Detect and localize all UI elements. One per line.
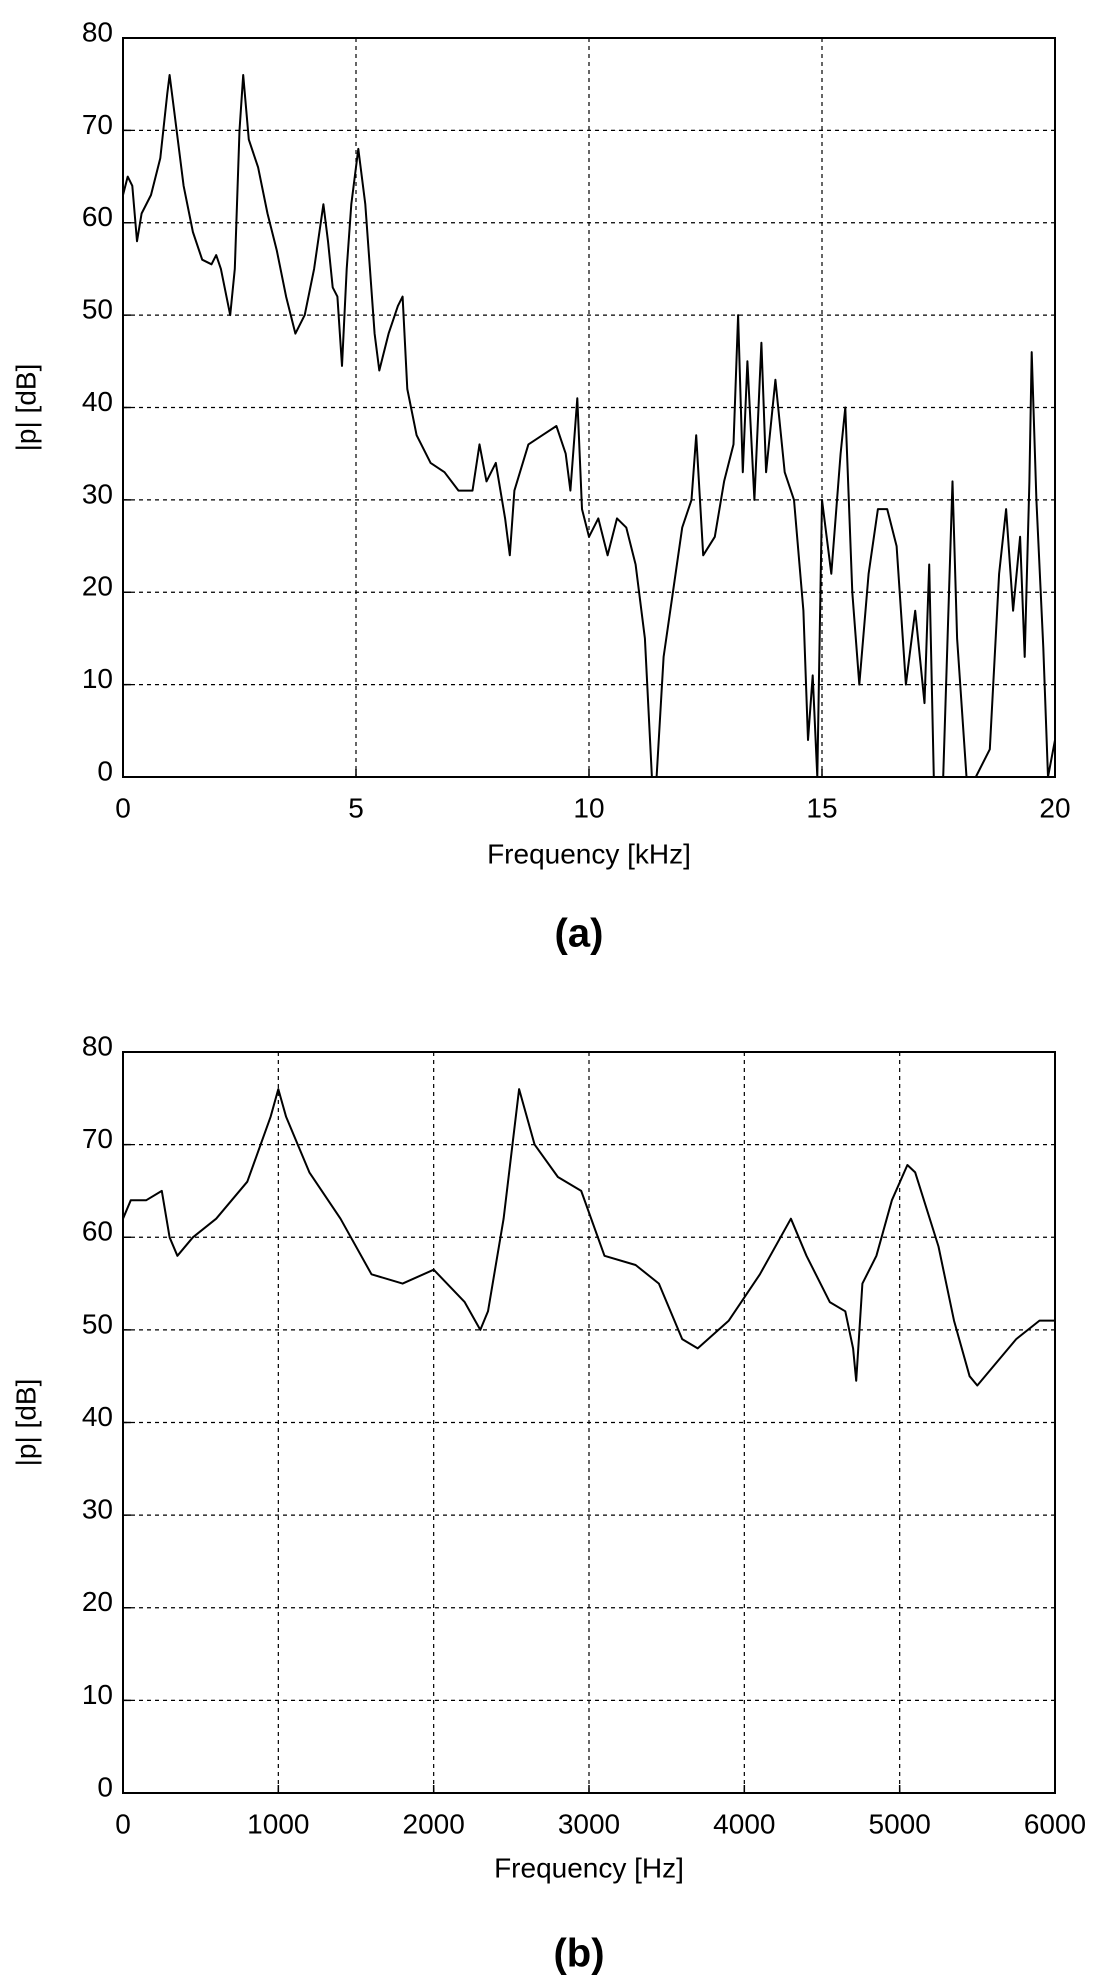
x-tick-label: 0 [115, 1808, 131, 1839]
panel-label: (a) [555, 912, 604, 956]
x-tick-label: 4000 [713, 1808, 775, 1839]
x-tick-label: 0 [115, 792, 131, 823]
y-tick-label: 50 [82, 294, 113, 325]
x-tick-label: 1000 [247, 1808, 309, 1839]
data-line [122, 74, 1056, 778]
y-axis-label: |p| [dB] [10, 364, 41, 452]
y-axis-label: |p| [dB] [10, 1379, 41, 1467]
x-tick-label: 6000 [1024, 1808, 1086, 1839]
y-tick-label: 70 [82, 109, 113, 140]
x-tick-label: 5 [348, 792, 364, 823]
data-line [122, 1088, 1055, 1387]
y-tick-label: 20 [82, 571, 113, 602]
x-tick-label: 3000 [558, 1808, 620, 1839]
y-tick-label: 0 [97, 755, 113, 786]
x-axis-label: Frequency [kHz] [487, 838, 691, 869]
y-tick-label: 80 [82, 1030, 113, 1061]
y-tick-label: 10 [82, 1679, 113, 1710]
y-tick-label: 60 [82, 1216, 113, 1247]
x-tick-label: 2000 [403, 1808, 465, 1839]
y-tick-label: 70 [82, 1123, 113, 1154]
x-tick-label: 15 [806, 792, 837, 823]
y-tick-label: 30 [82, 478, 113, 509]
y-tick-label: 80 [82, 16, 113, 47]
x-tick-label: 10 [573, 792, 604, 823]
y-tick-label: 10 [82, 663, 113, 694]
y-tick-label: 40 [82, 386, 113, 417]
y-tick-label: 30 [82, 1494, 113, 1525]
panel-label: (b) [553, 1932, 604, 1976]
y-tick-label: 50 [82, 1308, 113, 1339]
x-tick-label: 5000 [869, 1808, 931, 1839]
axes-frame [122, 1051, 1056, 1794]
x-axis-label: Frequency [Hz] [494, 1852, 684, 1883]
y-tick-label: 60 [82, 201, 113, 232]
y-tick-label: 40 [82, 1401, 113, 1432]
y-tick-label: 0 [97, 1771, 113, 1802]
axes-frame [122, 37, 1056, 778]
y-tick-label: 20 [82, 1586, 113, 1617]
x-tick-label: 20 [1039, 792, 1070, 823]
